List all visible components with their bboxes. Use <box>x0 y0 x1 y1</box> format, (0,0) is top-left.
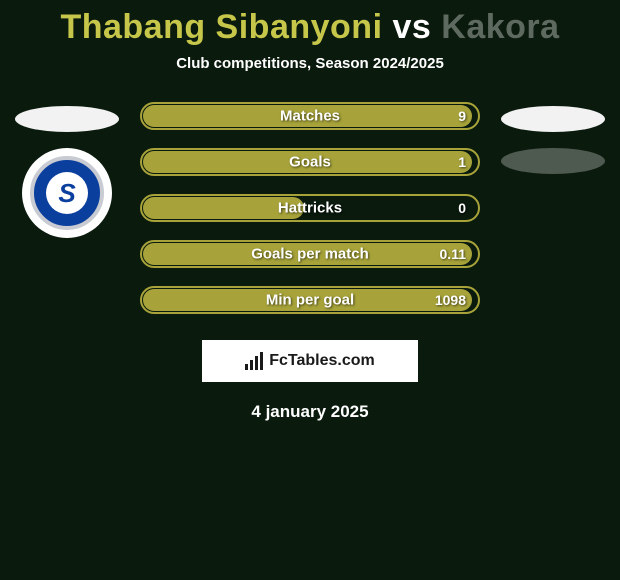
page-title: Thabang Sibanyoni vs Kakora <box>0 8 620 47</box>
subtitle: Club competitions, Season 2024/2025 <box>0 55 620 72</box>
club-badge-left <box>22 148 112 238</box>
vs-text: vs <box>392 8 431 46</box>
content-row: Matches 9 Goals 1 Hattricks 0 Goals per … <box>0 102 620 314</box>
stat-bar-matches: Matches 9 <box>140 102 480 130</box>
right-ellipse-bottom <box>501 148 605 174</box>
player2-name: Kakora <box>441 8 559 46</box>
right-ellipse-top <box>501 106 605 132</box>
stat-value: 0 <box>458 200 466 216</box>
left-ellipse <box>15 106 119 132</box>
stat-bars: Matches 9 Goals 1 Hattricks 0 Goals per … <box>140 102 480 314</box>
stat-fill <box>143 289 472 311</box>
comparison-card: Thabang Sibanyoni vs Kakora Club competi… <box>0 0 620 422</box>
stat-fill <box>143 197 304 219</box>
left-column <box>12 102 122 238</box>
right-column <box>498 102 608 174</box>
stat-bar-goals: Goals 1 <box>140 148 480 176</box>
stat-fill <box>143 243 472 265</box>
stat-fill <box>143 151 472 173</box>
watermark-text: FcTables.com <box>269 352 375 370</box>
player1-name: Thabang Sibanyoni <box>60 8 382 46</box>
chart-icon <box>245 352 263 370</box>
stat-bar-goals-per-match: Goals per match 0.11 <box>140 240 480 268</box>
stat-bar-min-per-goal: Min per goal 1098 <box>140 286 480 314</box>
stat-fill <box>143 105 472 127</box>
watermark: FcTables.com <box>202 340 418 382</box>
club-badge-inner <box>30 156 104 230</box>
stat-bar-hattricks: Hattricks 0 <box>140 194 480 222</box>
date-text: 4 january 2025 <box>0 402 620 422</box>
